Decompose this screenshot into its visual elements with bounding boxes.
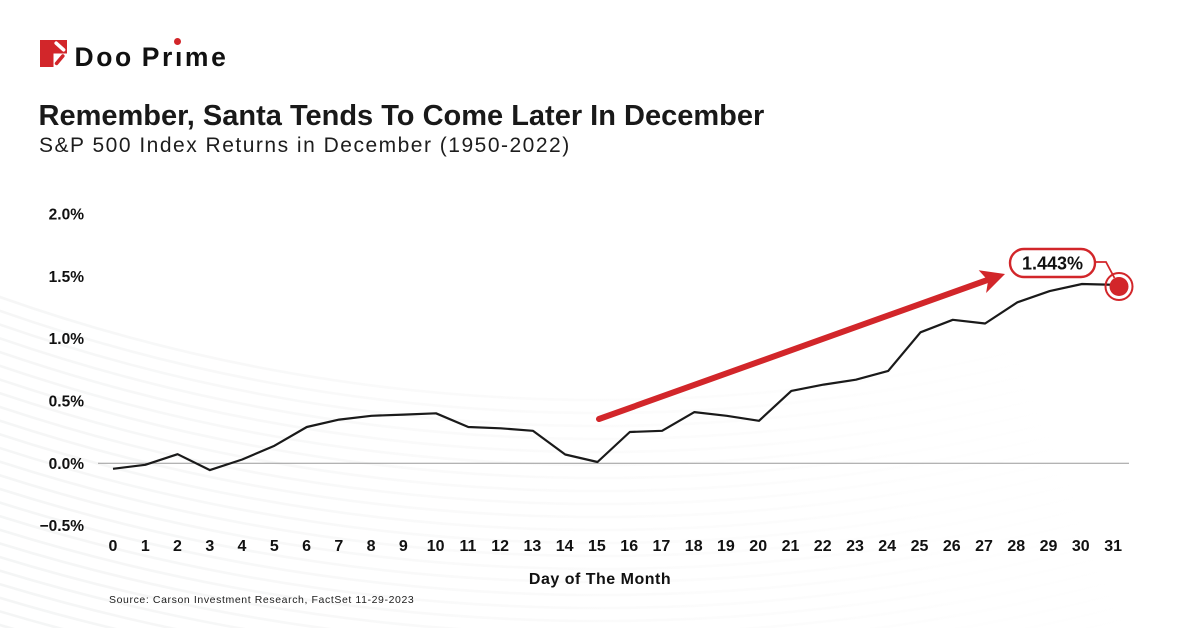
svg-text:1.0%: 1.0%: [49, 331, 85, 348]
svg-text:24: 24: [878, 538, 896, 555]
svg-text:6: 6: [302, 538, 311, 555]
svg-text:13: 13: [524, 538, 542, 555]
svg-text:21: 21: [782, 538, 800, 555]
svg-text:14: 14: [556, 538, 574, 555]
svg-text:3: 3: [205, 538, 214, 555]
svg-text:11: 11: [459, 538, 476, 555]
svg-text:4: 4: [238, 538, 247, 555]
svg-text:28: 28: [1007, 538, 1025, 555]
svg-text:15: 15: [588, 538, 606, 555]
svg-text:27: 27: [975, 538, 993, 555]
svg-text:0.0%: 0.0%: [49, 456, 85, 473]
svg-text:−0.5%: −0.5%: [40, 518, 85, 535]
svg-text:23: 23: [846, 538, 864, 555]
svg-text:20: 20: [749, 538, 767, 555]
svg-text:2.0%: 2.0%: [49, 206, 85, 223]
svg-text:30: 30: [1072, 538, 1090, 555]
svg-text:18: 18: [685, 538, 703, 555]
svg-text:0: 0: [109, 538, 118, 555]
svg-text:22: 22: [814, 538, 832, 555]
svg-text:Day of The Month: Day of The Month: [529, 571, 671, 588]
svg-text:25: 25: [911, 538, 929, 555]
svg-text:5: 5: [270, 538, 279, 555]
svg-text:31: 31: [1104, 538, 1122, 555]
svg-text:16: 16: [620, 538, 638, 555]
svg-text:1.443%: 1.443%: [1022, 254, 1083, 274]
svg-text:1: 1: [141, 538, 150, 555]
svg-text:26: 26: [943, 538, 961, 555]
svg-text:2: 2: [173, 538, 182, 555]
svg-text:29: 29: [1040, 538, 1058, 555]
svg-text:0.5%: 0.5%: [49, 394, 85, 411]
svg-text:9: 9: [399, 538, 408, 555]
svg-text:12: 12: [491, 538, 509, 555]
svg-text:8: 8: [367, 538, 376, 555]
svg-text:17: 17: [653, 538, 671, 555]
svg-text:19: 19: [717, 538, 735, 555]
svg-text:7: 7: [334, 538, 343, 555]
svg-text:1.5%: 1.5%: [49, 269, 85, 286]
svg-text:10: 10: [427, 538, 445, 555]
